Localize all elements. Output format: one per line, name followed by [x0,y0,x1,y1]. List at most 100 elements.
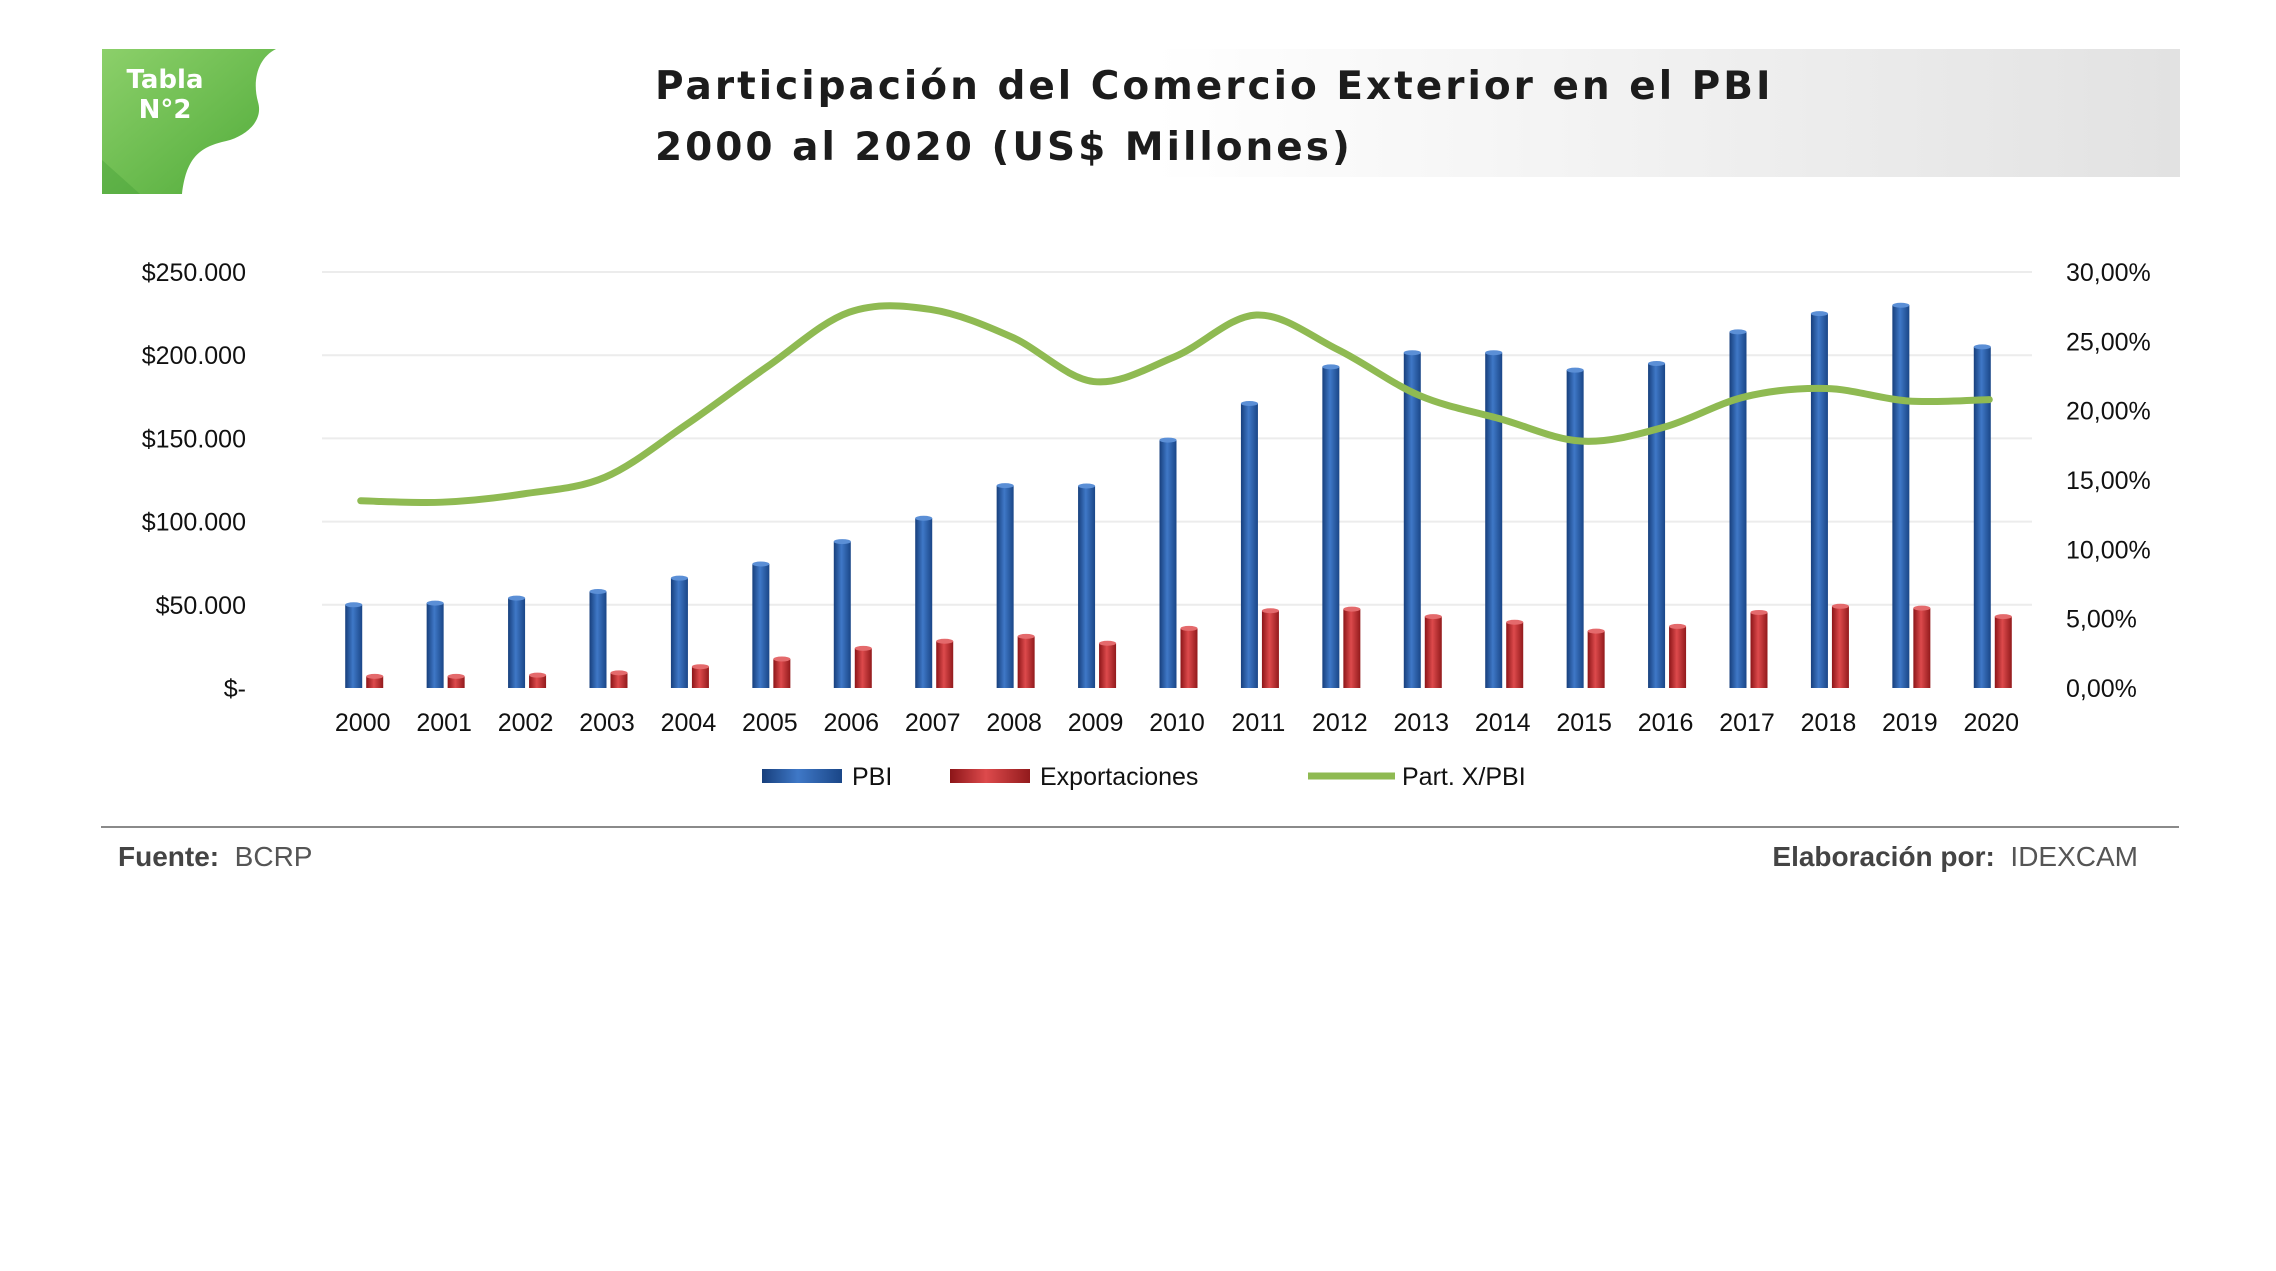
exportaciones-bar-cap-2019 [1913,605,1931,611]
x-tick-2001: 2001 [416,709,472,737]
y-left-tick-label: $50.000 [156,592,246,620]
badge-line1: Tabla [127,65,204,95]
x-axis: 2000 2001 2002 2003 2004 2005 2006 2007 2008 2009… [335,709,2019,737]
pbi-bar-2018 [1810,313,1828,688]
pbi-bar-cap-2012 [1322,364,1340,370]
x-tick-2013: 2013 [1393,709,1449,737]
exportaciones-bar-2001 [447,676,465,688]
pbi-bar-2006 [833,541,851,688]
pbi-bar-2009 [1078,485,1096,688]
source-block: Fuente: BCRP [118,841,312,873]
page-title: Participación del Comercio Exterior en e… [655,64,1774,109]
x-tick-2015: 2015 [1556,709,1612,737]
y-left-tick-label: $- [224,675,246,703]
x-tick-2007: 2007 [905,709,961,737]
pbi-bar-2000 [345,604,363,688]
x-tick-2006: 2006 [823,709,879,737]
pbi-bar-2019 [1892,305,1910,688]
pbi-bar-cap-2009 [1078,483,1096,489]
exportaciones-bar-2015 [1587,631,1605,688]
x-tick-2008: 2008 [986,709,1042,737]
pbi-bar-cap-2001 [426,600,444,606]
footer-divider [101,826,2179,828]
exportaciones-bar-2007 [936,641,954,688]
source-value: BCRP [234,841,313,872]
x-tick-2019: 2019 [1882,709,1938,737]
pbi-bar-cap-2008 [996,483,1014,489]
exportaciones-bar-cap-2020 [1994,614,2012,620]
pbi-bar-cap-2002 [508,595,526,601]
exportaciones-bar-cap-2001 [447,673,465,679]
exportaciones-bar-cap-2010 [1180,625,1198,631]
pbi-bar-2005 [752,564,770,688]
exportaciones-bar-cap-2008 [1017,633,1035,639]
y-right-tick-label: 5,00% [2066,606,2137,634]
exportaciones-bar-cap-2002 [529,672,547,678]
x-tick-2010: 2010 [1149,709,1205,737]
x-tick-2002: 2002 [498,709,554,737]
pbi-bar-2001 [426,603,444,688]
pbi-bar-cap-2013 [1403,350,1421,356]
pbi-bar-cap-2003 [589,588,607,594]
pbi-bar-cap-2020 [1973,344,1991,350]
x-tick-2004: 2004 [661,709,717,737]
pbi-bar-cap-2006 [833,539,851,545]
exportaciones-bar-cap-2009 [1099,640,1117,646]
pbi-bar-2013 [1403,352,1421,688]
exportaciones-bar-2006 [854,648,872,688]
exportaciones-bar-2012 [1343,609,1361,688]
author-value: IDEXCAM [2010,841,2138,872]
y-right-tick-label: 15,00% [2066,467,2151,495]
pbi-bar-2020 [1973,346,1991,688]
pbi-bar-cap-2017 [1729,329,1747,335]
bars-layer [345,302,2012,688]
exportaciones-bar-2020 [1994,616,2012,688]
combo-chart: $- $50.000 $100.000 $150.000 $200.000 $250.00… [142,259,2151,791]
pbi-bar-cap-2018 [1810,311,1828,317]
exportaciones-bar-cap-2018 [1831,603,1849,609]
x-tick-2020: 2020 [1963,709,2019,737]
title-band [470,49,2180,177]
exportaciones-bar-2011 [1261,610,1279,688]
legend-pbi-swatch [762,769,842,783]
table-badge: Tabla N°2 [102,49,276,194]
line-layer [357,302,1993,507]
pbi-bar-cap-2007 [915,515,933,521]
x-tick-2009: 2009 [1068,709,1124,737]
pbi-bar-2002 [508,598,526,688]
source-label: Fuente: [118,841,220,872]
pbi-bar-2011 [1240,403,1258,688]
pbi-bar-2017 [1729,331,1747,688]
y-left-tick-label: $200.000 [142,342,246,370]
pbi-bar-cap-2010 [1159,437,1177,443]
pbi-bar-cap-2019 [1892,302,1910,308]
legend: PBI Exportaciones Part. X/PBI [762,763,1526,791]
y-left-tick-label: $250.000 [142,259,246,287]
y-right-tick-label: 25,00% [2066,328,2151,356]
exportaciones-bar-2016 [1669,626,1687,688]
pbi-bar-cap-2000 [345,602,363,608]
x-tick-2003: 2003 [579,709,635,737]
pbi-bar-2014 [1485,352,1503,688]
gridlines [322,271,2032,606]
exportaciones-bar-cap-2015 [1587,628,1605,634]
exportaciones-bar-2004 [691,666,709,688]
x-tick-2011: 2011 [1232,709,1286,737]
y-axis-right: 0,00% 5,00% 10,00% 15,00% 20,00% 25,00% 30,00% [2066,259,2151,703]
exportaciones-bar-2008 [1017,636,1035,688]
exportaciones-bar-cap-2003 [610,670,628,676]
exportaciones-bar-2019 [1913,608,1931,688]
legend-exportaciones-swatch [950,769,1030,783]
pbi-bar-2015 [1566,370,1584,688]
legend-pbi-label: PBI [852,763,892,791]
exportaciones-bar-cap-2016 [1669,623,1687,629]
exportaciones-bar-cap-2011 [1261,608,1279,614]
pbi-bar-cap-2005 [752,561,770,567]
exportaciones-bar-cap-2007 [936,638,954,644]
exportaciones-bar-cap-2006 [854,645,872,651]
badge-shape [102,49,276,194]
exportaciones-bar-2018 [1831,606,1849,688]
x-tick-2014: 2014 [1475,709,1531,737]
author-block: Elaboración por: IDEXCAM [1772,841,2138,873]
exportaciones-bar-2014 [1506,622,1524,688]
